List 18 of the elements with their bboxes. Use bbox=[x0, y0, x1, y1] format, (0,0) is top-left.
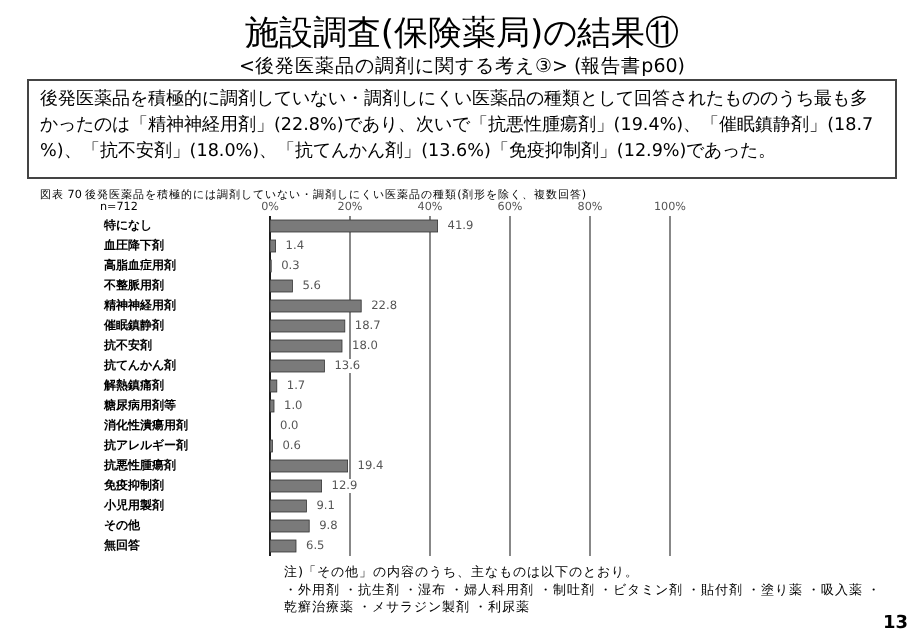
bar bbox=[269, 319, 346, 333]
bar bbox=[269, 339, 343, 353]
bar bbox=[269, 219, 438, 233]
text: 13 bbox=[882, 614, 908, 634]
text: 後発医薬品を積極的に調剤していない・調剤しにくい医薬品の種類として回答されたもののうち最も多かったのは「精神神経用剤」(22.8%)であり、次いで「抗悪性腫瘍剤」(19.4%)、「催眠鎮静剤」(18.7%)、「抗不安剤」(18.0%)、「抗てんかん剤」(13.6%)「免疫抑制剤」(12.9%)であった。 bbox=[40, 88, 874, 162]
bar bbox=[269, 379, 278, 393]
bar bbox=[269, 459, 348, 473]
bar bbox=[269, 239, 276, 253]
bar bbox=[269, 359, 325, 373]
bar bbox=[269, 479, 322, 493]
bar bbox=[269, 519, 310, 533]
chart-subtitle: <後発医薬品の調剤に関する考え③> (報告書p60) bbox=[239, 54, 685, 78]
bar bbox=[269, 399, 275, 413]
chart-title: 施設調査(保険薬局)の結果⑪ bbox=[244, 14, 680, 54]
bar bbox=[269, 279, 293, 293]
bar bbox=[269, 499, 307, 513]
bar bbox=[269, 539, 297, 553]
bar bbox=[269, 299, 362, 313]
